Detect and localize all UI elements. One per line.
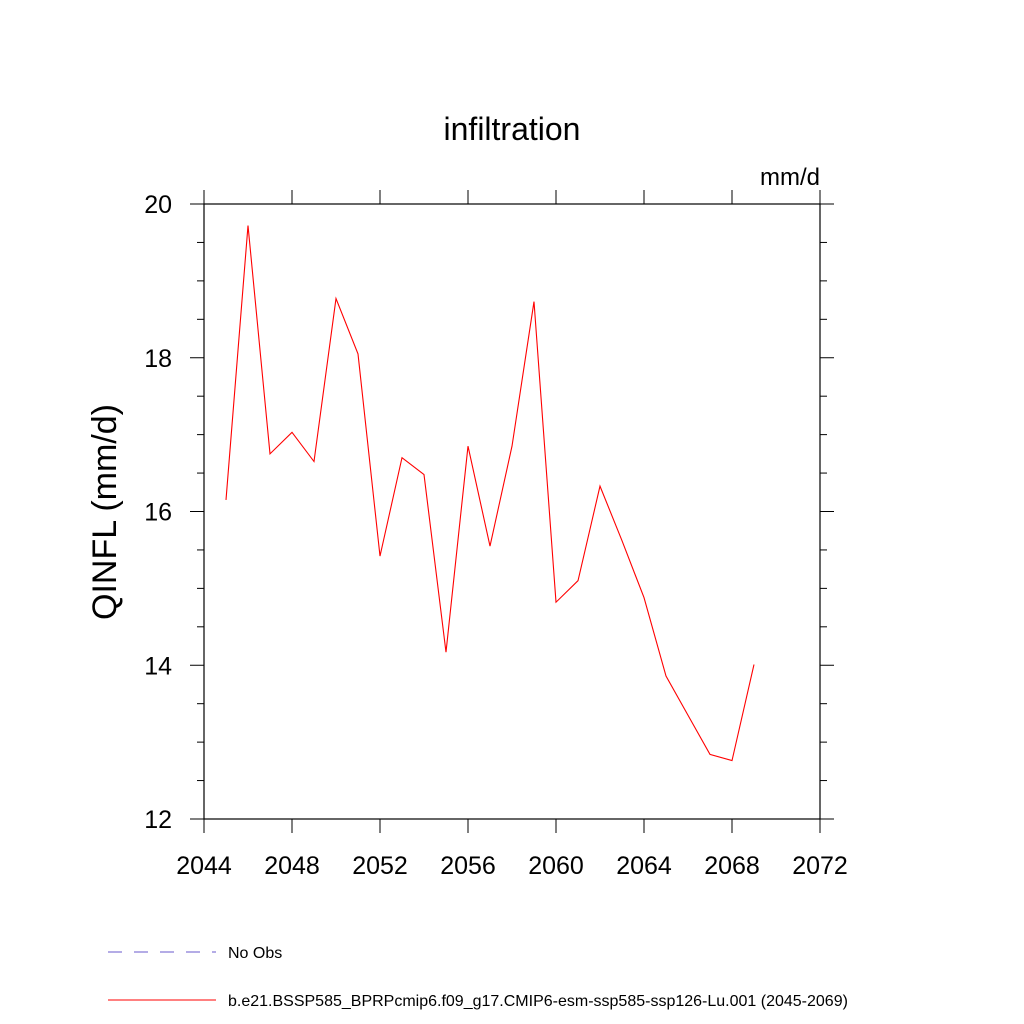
legend: No Obs b.e21.BSSP585_BPRPcmip6.f09_g17.C… [108,945,848,1010]
x-tick-label: 2048 [264,852,320,880]
y-tick-label: 12 [144,806,172,834]
legend-label-no-obs: No Obs [228,945,282,962]
y-tick-label: 16 [144,499,172,527]
legend-label-model-run: b.e21.BSSP585_BPRPcmip6.f09_g17.CMIP6-es… [228,993,848,1010]
x-tick-label: 2068 [704,852,760,880]
y-tick-label: 14 [144,652,172,680]
x-tick-label: 2072 [792,852,848,880]
x-tick-labels: 2044 2048 2052 2056 2060 2064 2068 2072 [176,852,848,880]
x-tick-label: 2052 [352,852,408,880]
x-tick-label: 2064 [616,852,672,880]
series-line [225,225,755,762]
x-tick-label: 2056 [440,852,496,880]
y-tick-label: 20 [144,191,172,219]
y-tick-labels: 12 14 16 18 20 [144,191,172,834]
series-lines [225,225,755,762]
plot-frame [203,203,821,820]
y-tick-label: 18 [144,345,172,373]
y-axis-label: QINFL (mm/d) [86,404,124,620]
x-tick-label: 2060 [528,852,584,880]
chart-title: infiltration [444,111,581,147]
units-label: mm/d [760,164,820,191]
x-tick-label: 2044 [176,852,232,880]
axis-ticks [190,190,834,833]
